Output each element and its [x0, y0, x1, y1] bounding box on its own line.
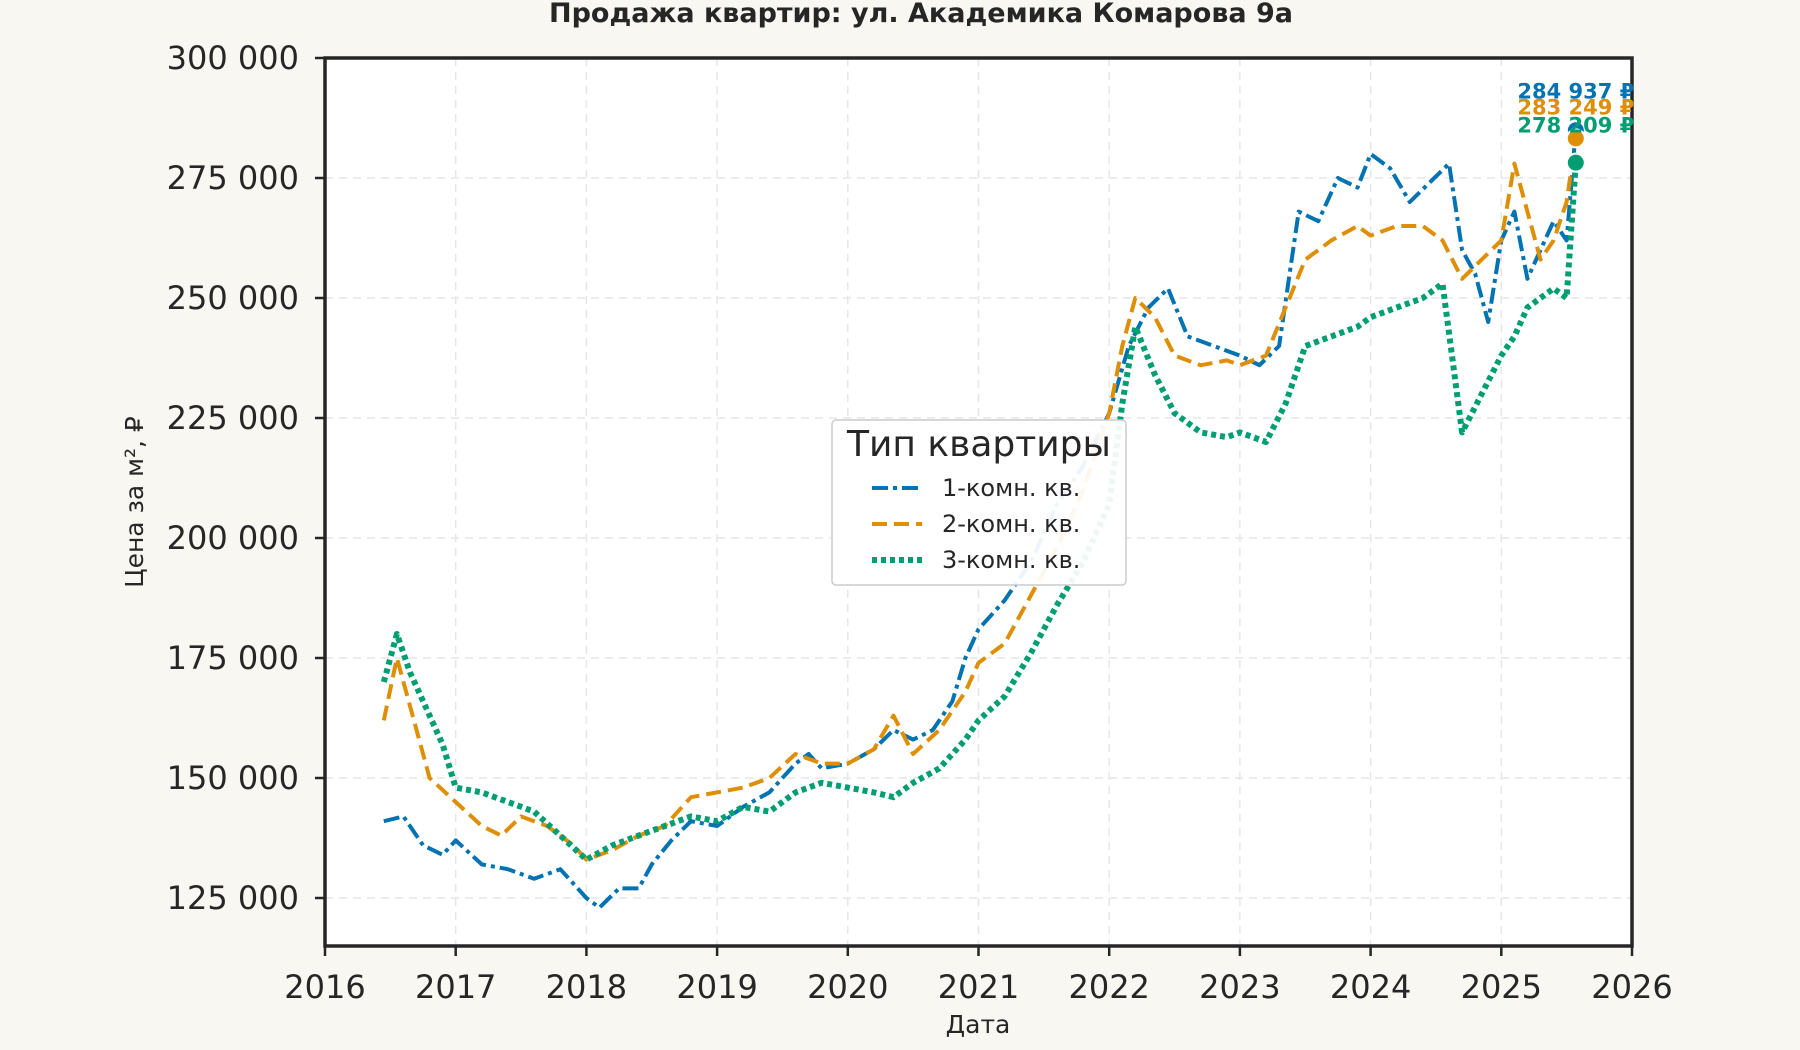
- y-tick-label: 300 000: [167, 39, 299, 77]
- x-tick-label: 2025: [1461, 968, 1542, 1006]
- x-axis-label: Дата: [946, 1010, 1011, 1039]
- y-axis: 125 000 150 000 175 000 200 000 225 000 250 0…: [167, 39, 325, 917]
- y-axis-label: Цена за м², ₽: [120, 416, 149, 588]
- y-tick-label: 275 000: [167, 159, 299, 197]
- x-tick-label: 2023: [1199, 968, 1280, 1006]
- series-layer: [380, 120, 1586, 910]
- y-tick-label: 125 000: [167, 879, 299, 917]
- x-tick-label: 2026: [1591, 968, 1672, 1006]
- x-axis: 2016 2017 2018 2019 2020 2021 2022 2023 2024 2025…: [284, 946, 1673, 1006]
- y-tick-label: 150 000: [167, 759, 299, 797]
- y-tick-label: 225 000: [167, 399, 299, 437]
- x-tick-label: 2021: [938, 968, 1019, 1006]
- end-value-label: 278 209 ₽: [1517, 114, 1634, 138]
- y-tick-label: 175 000: [167, 639, 299, 677]
- legend-entry: 1-комн. кв.: [942, 474, 1080, 502]
- last-point-marker: [1565, 128, 1586, 149]
- series-line: [380, 162, 1579, 863]
- y-tick-label: 250 000: [167, 279, 299, 317]
- x-tick-label: 2016: [284, 968, 365, 1006]
- x-tick-label: 2018: [546, 968, 627, 1006]
- x-tick-label: 2019: [676, 968, 757, 1006]
- legend-box: [831, 419, 1127, 586]
- end-labels: 284 937 ₽283 249 ₽278 209 ₽: [1517, 79, 1634, 137]
- x-tick-label: 2024: [1330, 968, 1411, 1006]
- series-line: [383, 130, 1578, 910]
- x-tick-label: 2017: [415, 968, 496, 1006]
- legend-entry: 2-комн. кв.: [942, 510, 1080, 538]
- legend: Тип квартиры 1-комн. кв. 2-комн. кв. 3-ком…: [831, 419, 1127, 586]
- legend-title: Тип квартиры: [846, 424, 1111, 465]
- chart-title: Продажа квартир: ул. Академика Комарова …: [549, 0, 1293, 29]
- end-value-label: 283 249 ₽: [1517, 95, 1634, 119]
- last-point-marker: [1565, 152, 1586, 173]
- legend-items: 1-комн. кв. 2-комн. кв. 3-комн. кв.: [872, 474, 1080, 574]
- end-value-label: 284 937 ₽: [1517, 79, 1634, 103]
- y-tick-label: 200 000: [167, 519, 299, 557]
- legend-entry: 3-комн. кв.: [942, 546, 1080, 574]
- x-tick-label: 2020: [807, 968, 888, 1006]
- x-tick-label: 2022: [1068, 968, 1149, 1006]
